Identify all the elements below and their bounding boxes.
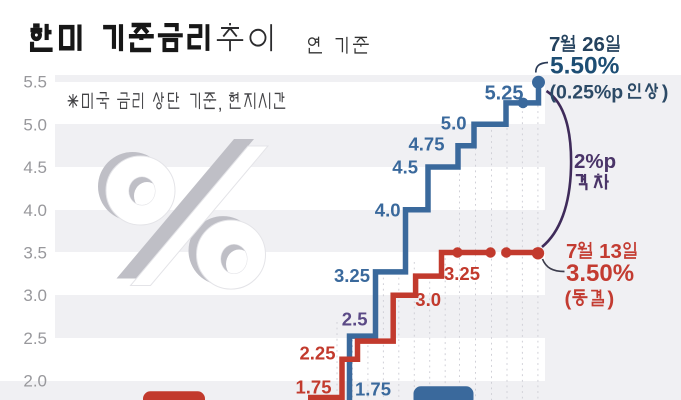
svg-text:2.5: 2.5 bbox=[23, 329, 47, 348]
svg-text:7: 7 bbox=[566, 240, 577, 263]
svg-text:(: ( bbox=[565, 288, 572, 311]
svg-text:2.25: 2.25 bbox=[299, 343, 335, 364]
svg-text:5.5: 5.5 bbox=[23, 73, 47, 92]
svg-text:3.50%: 3.50% bbox=[566, 260, 634, 287]
svg-text:3.25: 3.25 bbox=[334, 265, 370, 286]
svg-text:,: , bbox=[218, 95, 223, 114]
svg-text:5.0: 5.0 bbox=[441, 113, 467, 134]
svg-text:1.75: 1.75 bbox=[295, 377, 331, 398]
svg-text:): ) bbox=[607, 288, 614, 311]
svg-text:(0.25%p: (0.25%p bbox=[550, 82, 624, 104]
svg-text:2.5: 2.5 bbox=[342, 309, 368, 330]
svg-text:3.25: 3.25 bbox=[444, 263, 480, 284]
svg-text:4.0: 4.0 bbox=[23, 201, 47, 220]
svg-text:): ) bbox=[662, 82, 669, 104]
svg-text:4.75: 4.75 bbox=[408, 134, 444, 155]
svg-text:1.75: 1.75 bbox=[355, 379, 391, 400]
svg-text:5.50%: 5.50% bbox=[550, 53, 620, 80]
svg-text:3.0: 3.0 bbox=[23, 286, 47, 305]
svg-text:2.0: 2.0 bbox=[23, 372, 47, 391]
svg-text:5.25: 5.25 bbox=[485, 83, 524, 105]
svg-text:4.0: 4.0 bbox=[375, 200, 401, 221]
svg-text:13: 13 bbox=[599, 240, 622, 263]
svg-text:3.5: 3.5 bbox=[23, 244, 47, 263]
svg-text:5.0: 5.0 bbox=[23, 115, 47, 134]
svg-text:3.0: 3.0 bbox=[415, 289, 441, 310]
svg-text:4.5: 4.5 bbox=[392, 157, 418, 178]
svg-text:7: 7 bbox=[549, 33, 560, 56]
svg-text:26: 26 bbox=[582, 33, 605, 56]
svg-text:4.5: 4.5 bbox=[23, 158, 47, 177]
svg-text:2%p: 2%p bbox=[574, 150, 616, 173]
